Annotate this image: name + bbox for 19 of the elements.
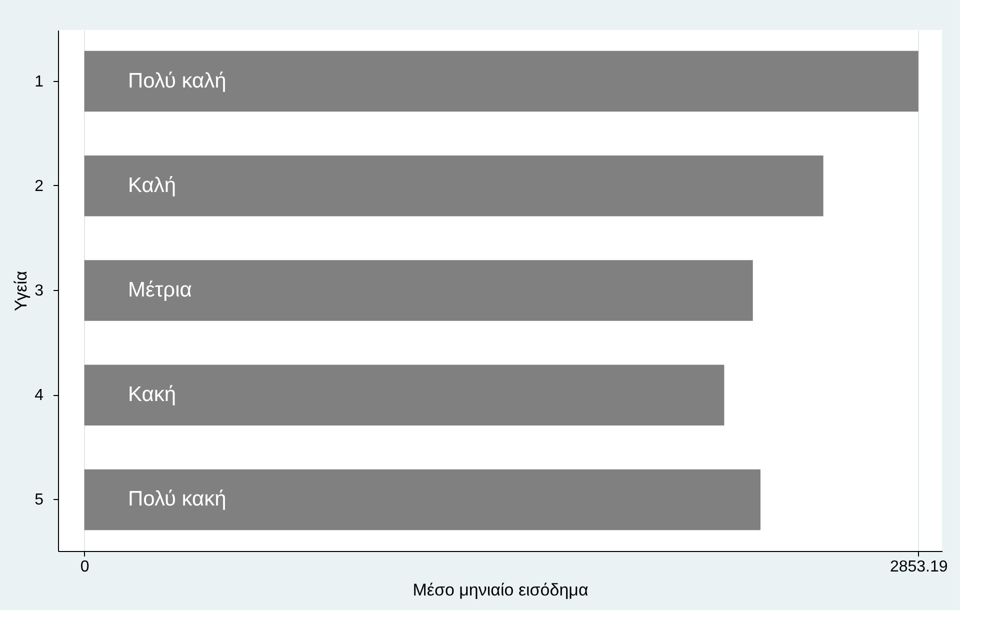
bar	[84, 260, 753, 321]
x-tick-label: 0	[80, 558, 90, 576]
y-tick-label: 3	[34, 282, 44, 300]
y-tick-label: 1	[34, 73, 44, 90]
annotation: Μέτρια	[128, 278, 192, 302]
y-tick-label: 5	[34, 492, 44, 509]
y-tick-label: 4	[34, 387, 44, 404]
bar	[84, 50, 918, 112]
bar	[84, 364, 724, 426]
annotation: Πολύ καλή	[128, 69, 226, 92]
x-axis-title: Μέσο μηνιαίο εισόδημα	[412, 580, 588, 600]
x-tick-label: 2853.19	[890, 558, 948, 576]
bar	[84, 156, 824, 216]
annotation: Κακή	[128, 383, 176, 406]
y-tick-label: 2	[34, 178, 44, 195]
annotation: Καλή	[128, 174, 176, 197]
y-axis-title: Υγεία	[12, 270, 31, 312]
bar	[84, 469, 760, 530]
annotation: Πολύ κακή	[128, 488, 226, 511]
